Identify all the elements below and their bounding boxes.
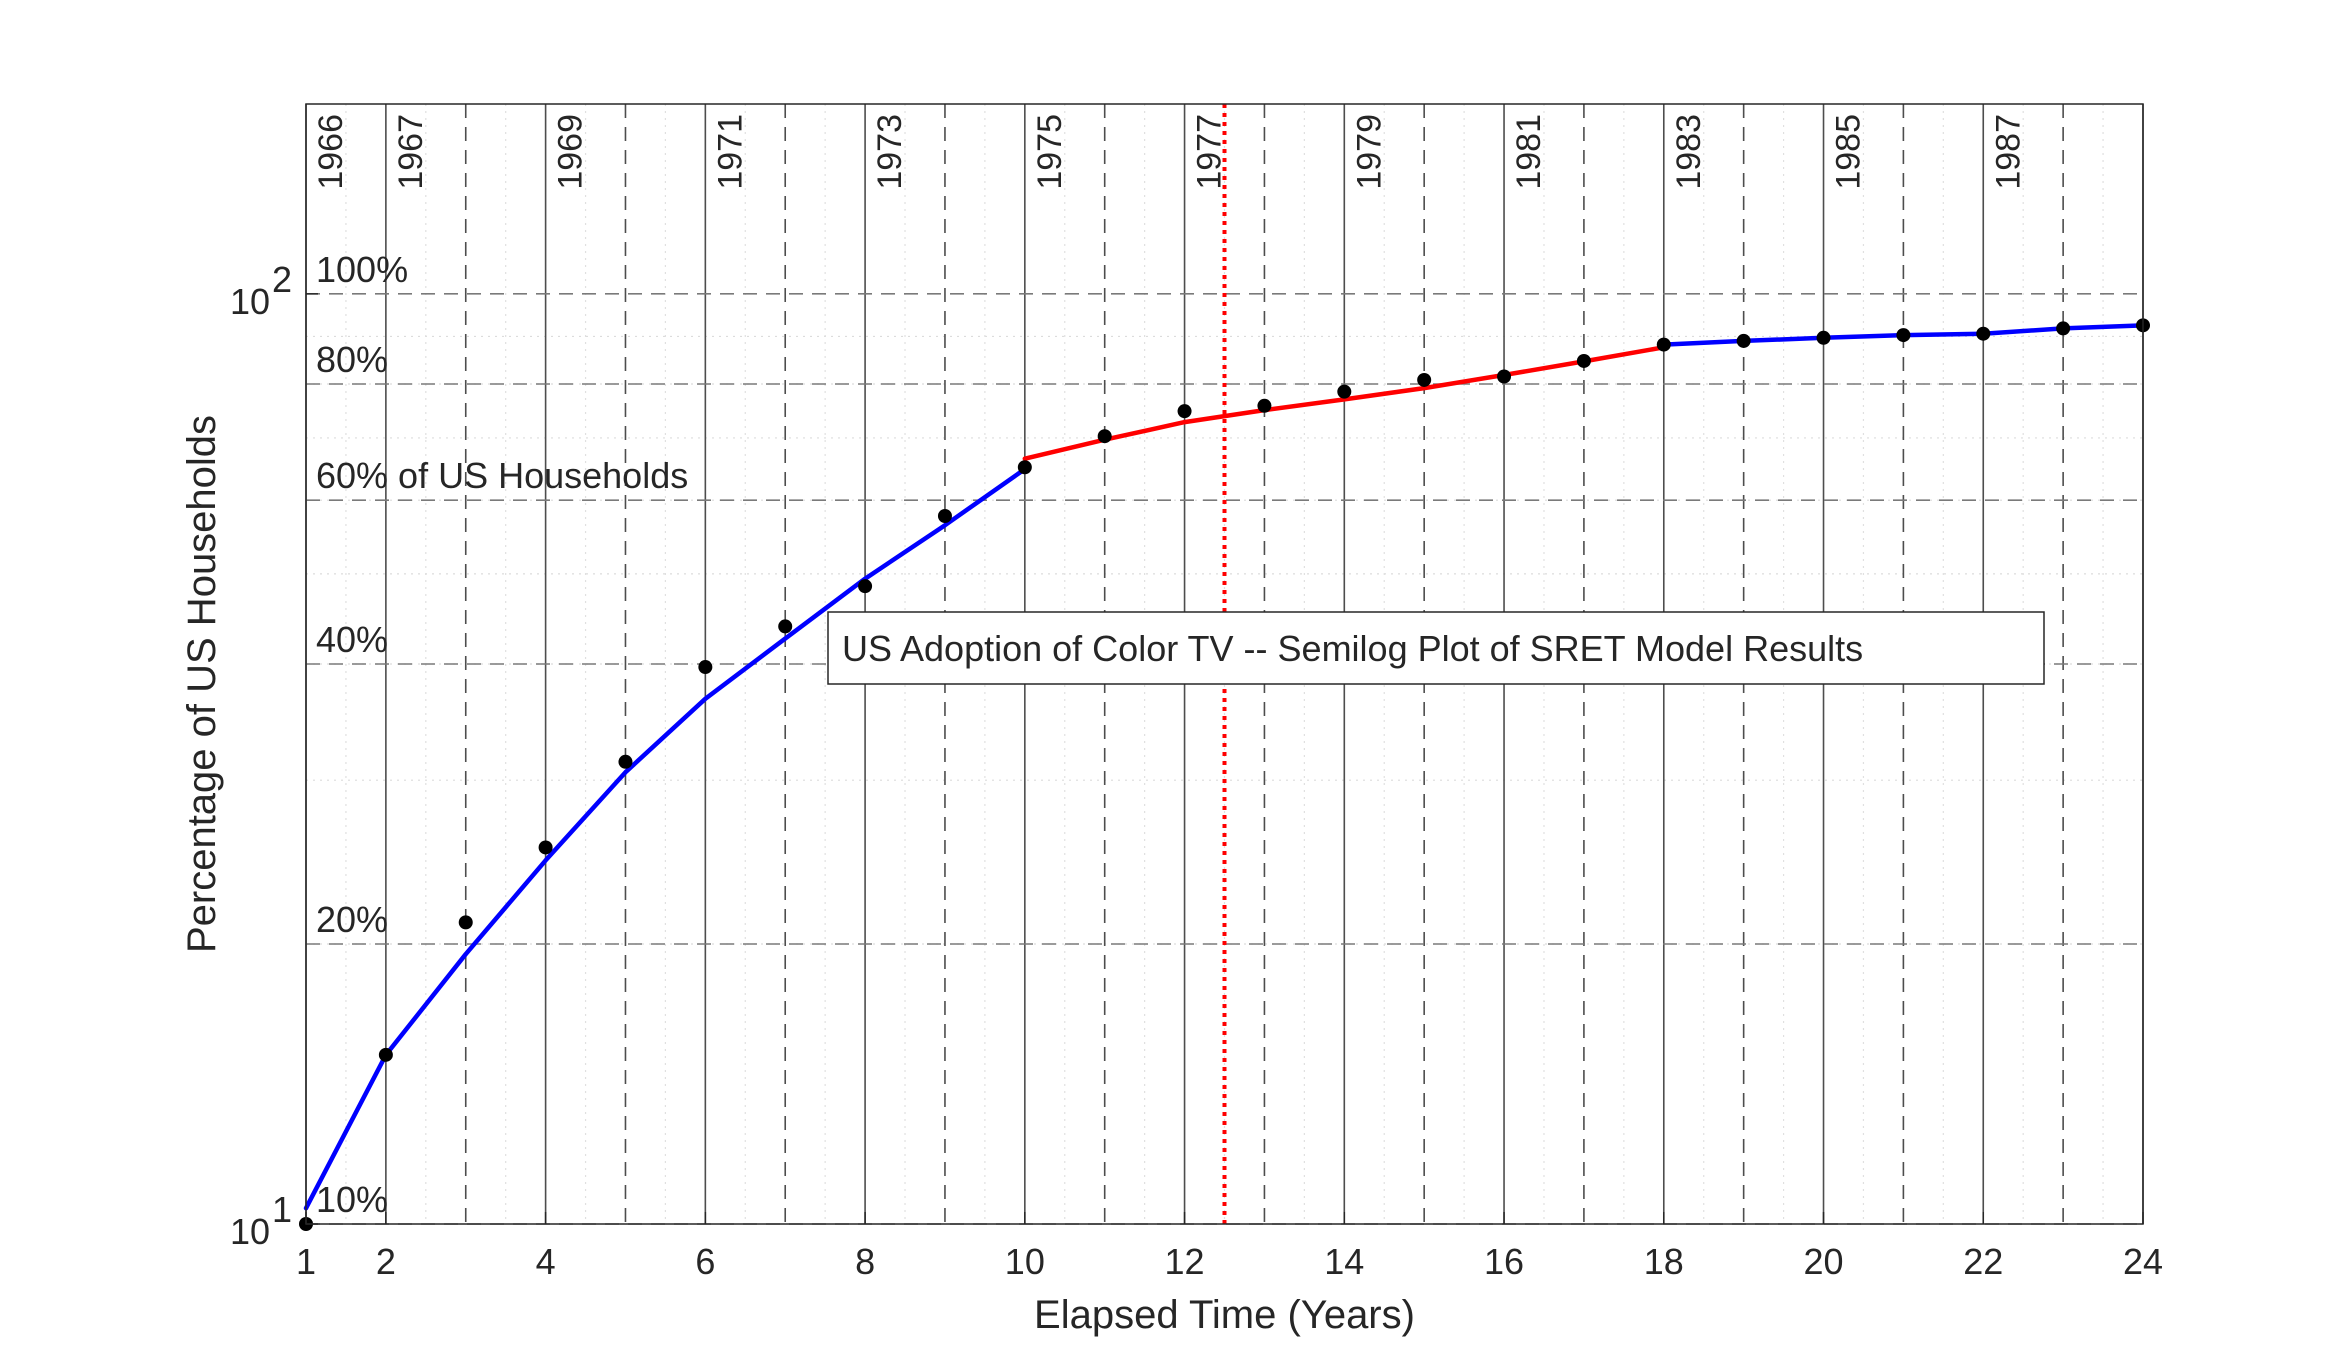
- x-tick-label: 6: [695, 1241, 715, 1282]
- year-label: 1987: [1989, 114, 2027, 190]
- data-point: [937, 509, 952, 524]
- x-tick-label: 12: [1165, 1241, 1205, 1282]
- year-label: 1977: [1191, 114, 1229, 190]
- data-point: [1337, 384, 1352, 399]
- y-tick-exponent: 1: [272, 1189, 292, 1230]
- percent-label: 40%: [316, 619, 388, 660]
- data-point: [1816, 330, 1831, 345]
- percent-label: 20%: [316, 899, 388, 940]
- year-label: 1966: [312, 114, 350, 190]
- x-tick-label: 10: [1005, 1241, 1045, 1282]
- chart-title: US Adoption of Color TV -- Semilog Plot …: [842, 628, 1863, 669]
- data-point: [1257, 398, 1272, 413]
- chart-title-box: US Adoption of Color TV -- Semilog Plot …: [827, 611, 2045, 685]
- year-label: 1969: [552, 114, 590, 190]
- percent-labels: 10% 20% 40% 60% of US Households 80% 100%: [316, 249, 688, 1220]
- data-point: [2056, 321, 2071, 336]
- model-series-line: [303, 466, 1028, 1211]
- year-label: 1985: [1830, 114, 1868, 190]
- data-point: [1017, 460, 1032, 475]
- year-label: 1983: [1670, 114, 1708, 190]
- y-tick-label: 10: [230, 1211, 270, 1252]
- data-point: [1576, 353, 1591, 368]
- observed-points: [299, 318, 2150, 1231]
- year-label: 1967: [392, 114, 430, 190]
- percent-label: 80%: [316, 339, 388, 380]
- year-label: 1971: [711, 114, 749, 190]
- year-label: 1973: [871, 114, 909, 190]
- x-tick-label: 20: [1803, 1241, 1843, 1282]
- data-point: [858, 579, 873, 594]
- data-point: [1177, 404, 1192, 419]
- data-point: [538, 840, 553, 855]
- data-point: [1896, 328, 1911, 343]
- model-series-line: [1022, 345, 1667, 461]
- x-tick-label: 2: [376, 1241, 396, 1282]
- x-tick-label: 18: [1644, 1241, 1684, 1282]
- x-tick-label: 14: [1324, 1241, 1364, 1282]
- percent-label: 10%: [316, 1179, 388, 1220]
- x-tick-label: 4: [536, 1241, 556, 1282]
- y-axis-title: Percentage of US Households: [180, 415, 224, 953]
- year-label: 1979: [1350, 114, 1388, 190]
- x-tick-label: 8: [855, 1241, 875, 1282]
- data-point: [778, 619, 793, 634]
- year-label: 1981: [1510, 114, 1548, 190]
- data-point: [618, 754, 633, 769]
- x-tick-label: 22: [1963, 1241, 2003, 1282]
- data-point: [378, 1047, 393, 1062]
- x-tick-label: 16: [1484, 1241, 1524, 1282]
- year-labels: 1966 1967 1969 1971 1973 1975 1977 1979 1981 1983…: [312, 114, 2027, 190]
- data-point: [1976, 326, 1991, 341]
- percent-label: 100%: [316, 249, 408, 290]
- data-point: [1497, 369, 1512, 384]
- data-point: [458, 915, 473, 930]
- y-tick-label: 10: [230, 281, 270, 322]
- data-point: [1097, 429, 1112, 444]
- data-point: [698, 660, 713, 675]
- chart-title-frame: [827, 611, 2045, 685]
- year-label: 1975: [1031, 114, 1069, 190]
- data-point: [1736, 333, 1751, 348]
- x-tick-label: 24: [2123, 1241, 2163, 1282]
- axes-frame: [305, 103, 2144, 1225]
- y-tick-exponent: 2: [272, 259, 292, 300]
- percent-label: 60% of US Households: [316, 455, 688, 496]
- data-point: [1656, 337, 1671, 352]
- x-axis-ticks: 1 2 4 6 8 10 12 14 16 18 20 22 24: [296, 1212, 2163, 1282]
- data-point: [1417, 372, 1432, 387]
- x-tick-label: 1: [296, 1241, 316, 1282]
- x-axis-title: Elapsed Time (Years): [1034, 1293, 1415, 1337]
